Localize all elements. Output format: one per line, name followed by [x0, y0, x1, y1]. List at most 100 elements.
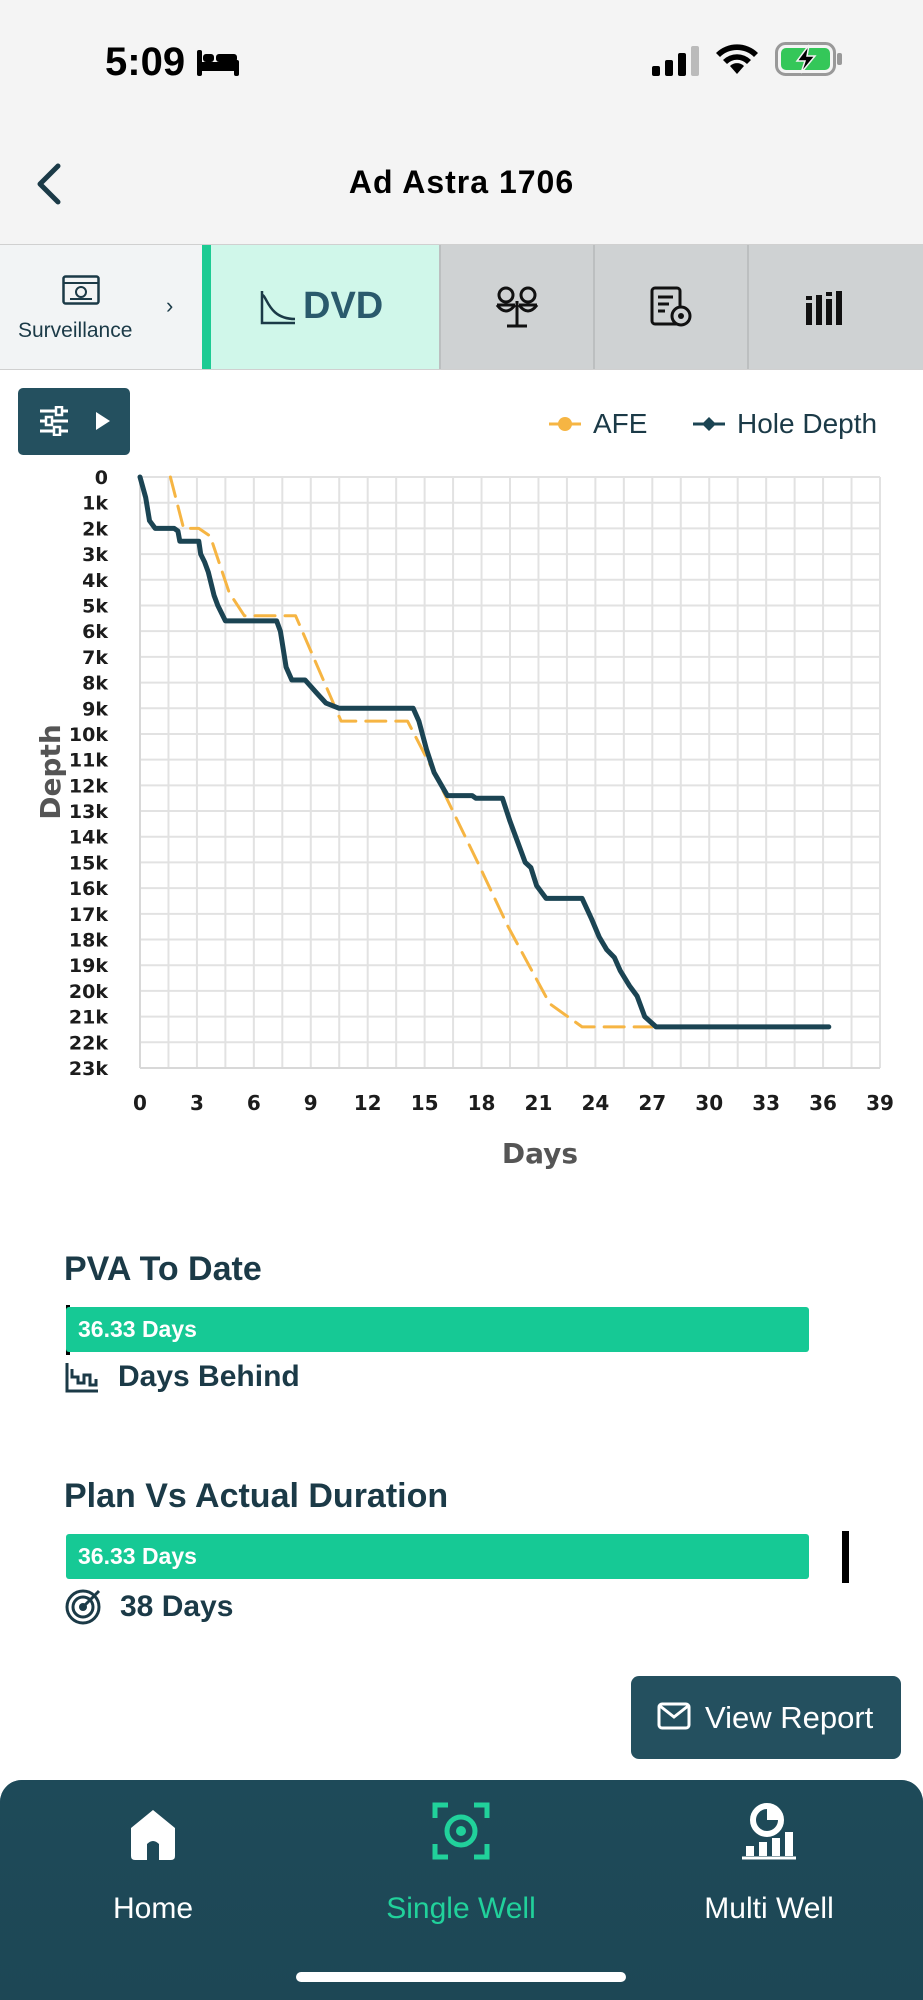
legend-hole-depth-marker — [693, 417, 725, 431]
plan-target-marker — [842, 1531, 849, 1583]
days-behind-icon — [65, 1363, 98, 1393]
envelope-icon — [657, 1702, 691, 1730]
plan-target-label: 38 Days — [120, 1590, 234, 1623]
x-tick-label: 24 — [581, 1091, 609, 1115]
pva-title: PVA To Date — [64, 1250, 262, 1288]
tab-balance[interactable] — [439, 245, 594, 369]
y-tick-label: 5k — [82, 595, 108, 617]
navigation-bar: Ad Astra 1706 — [0, 120, 923, 244]
y-tick-label: 16k — [69, 878, 108, 900]
pva-status-row: Days Behind — [64, 1360, 300, 1394]
tab-bar-chart[interactable] — [747, 245, 902, 369]
bar-chart-icon — [806, 291, 842, 325]
filter-toggle-button[interactable] — [18, 388, 130, 455]
view-report-button[interactable]: View Report — [631, 1676, 901, 1759]
multi-well-chart-icon — [742, 1803, 796, 1860]
x-tick-label: 3 — [190, 1091, 204, 1115]
y-tick-label: 23k — [69, 1058, 108, 1080]
y-tick-label: 8k — [82, 673, 108, 695]
depth-vs-days-chart: 0 1k 2k 3k 4k 5k 6k 7k 8k 9k 10k 11k 12k 13k 14k 15k 16k… — [34, 467, 894, 1170]
nav-single-well-label: Single Well — [386, 1892, 536, 1925]
plan-vs-actual-bar-value: 36.33 Days — [78, 1543, 197, 1569]
x-tick-label: 36 — [809, 1091, 837, 1115]
x-tick-label: 12 — [354, 1091, 382, 1115]
x-tick-label: 27 — [638, 1091, 666, 1115]
wifi-icon — [716, 44, 758, 74]
y-tick-label: 21k — [69, 1007, 108, 1029]
decline-curve-icon — [260, 291, 296, 325]
series-line-hole-depth — [137, 474, 832, 1030]
nav-multi-well-label: Multi Well — [704, 1892, 834, 1925]
balance-scale-icon — [495, 286, 539, 328]
pva-bar-value: 36.33 Days — [78, 1316, 197, 1342]
y-tick-label: 13k — [69, 801, 108, 823]
page-title: Ad Astra 1706 — [348, 164, 575, 200]
x-tick-label: 15 — [411, 1091, 439, 1115]
plan-vs-actual-progress-bar: 36.33 Days — [66, 1534, 809, 1579]
cellular-signal-icon — [652, 46, 699, 76]
view-report-label: View Report — [705, 1700, 874, 1735]
y-tick-label: 4k — [82, 570, 108, 592]
y-tick-label: 17k — [69, 904, 108, 926]
tab-surveillance-label: Surveillance — [18, 319, 133, 342]
y-tick-label: 19k — [69, 955, 108, 977]
x-tick-label: 9 — [304, 1091, 318, 1115]
surveillance-monitor-icon — [62, 275, 100, 305]
active-tab-indicator — [202, 245, 211, 369]
x-tick-label: 0 — [133, 1091, 147, 1115]
focus-target-icon — [432, 1802, 490, 1860]
legend-afe-marker — [549, 417, 581, 431]
pva-status-label: Days Behind — [118, 1360, 300, 1393]
y-tick-label: 14k — [69, 827, 108, 849]
tab-surveillance[interactable]: Surveillance › — [0, 245, 202, 369]
y-tick-label: 6k — [82, 621, 108, 643]
x-axis-title: Days — [502, 1137, 578, 1170]
x-tick-label: 21 — [525, 1091, 553, 1115]
y-tick-label: 2k — [82, 518, 108, 540]
y-tick-label: 1k — [82, 493, 108, 515]
x-tick-label: 6 — [247, 1091, 261, 1115]
plan-vs-actual-title: Plan Vs Actual Duration — [64, 1477, 449, 1515]
tab-report-target[interactable] — [593, 245, 748, 369]
sliders-icon — [40, 406, 68, 436]
y-axis-title: Depth — [34, 724, 67, 820]
pva-progress-bar: 36.33 Days — [66, 1307, 809, 1352]
series-line-afe — [168, 475, 654, 1029]
y-tick-label: 3k — [82, 544, 108, 566]
play-arrow-icon — [96, 412, 110, 430]
y-tick-label: 9k — [82, 698, 108, 720]
y-tick-label: 11k — [69, 750, 108, 772]
y-tick-label: 12k — [69, 775, 108, 797]
y-tick-label: 18k — [69, 930, 108, 952]
report-target-icon — [650, 286, 692, 327]
tab-dvd[interactable]: DVD — [211, 245, 439, 369]
y-tick-label: 22k — [69, 1032, 108, 1054]
x-tick-label: 30 — [695, 1091, 723, 1115]
y-tick-label: 20k — [69, 981, 108, 1003]
chevron-right-icon: › — [166, 293, 174, 318]
target-icon — [65, 1589, 101, 1625]
home-indicator — [296, 1972, 626, 1982]
sleep-focus-icon — [197, 50, 239, 76]
view-tabs: Surveillance › DVD — [0, 244, 923, 370]
legend-afe-label: AFE — [593, 408, 648, 439]
nav-home-label: Home — [112, 1892, 194, 1925]
plan-target-row: 38 Days — [64, 1588, 233, 1626]
bottom-navigation: Home Single Well Multi Well — [0, 1780, 923, 2000]
legend-hole-depth-label: Hole Depth — [737, 408, 878, 439]
x-tick-label: 33 — [752, 1091, 780, 1115]
y-tick-label: 15k — [69, 852, 108, 874]
x-tick-label: 39 — [866, 1091, 894, 1115]
home-icon — [131, 1810, 175, 1860]
tab-dvd-label: DVD — [303, 285, 384, 327]
back-chevron-icon[interactable] — [30, 160, 74, 208]
status-time: 5:09 — [105, 40, 186, 84]
x-tick-label: 18 — [468, 1091, 496, 1115]
y-tick-label: 7k — [82, 647, 108, 669]
battery-charging-icon — [775, 42, 842, 76]
status-bar: 5:09 — [0, 0, 923, 120]
legend-item-afe[interactable]: AFE — [549, 408, 647, 440]
y-tick-label: 0 — [95, 467, 108, 489]
legend-item-hole-depth[interactable]: Hole Depth — [693, 408, 877, 440]
y-tick-label: 10k — [69, 724, 108, 746]
